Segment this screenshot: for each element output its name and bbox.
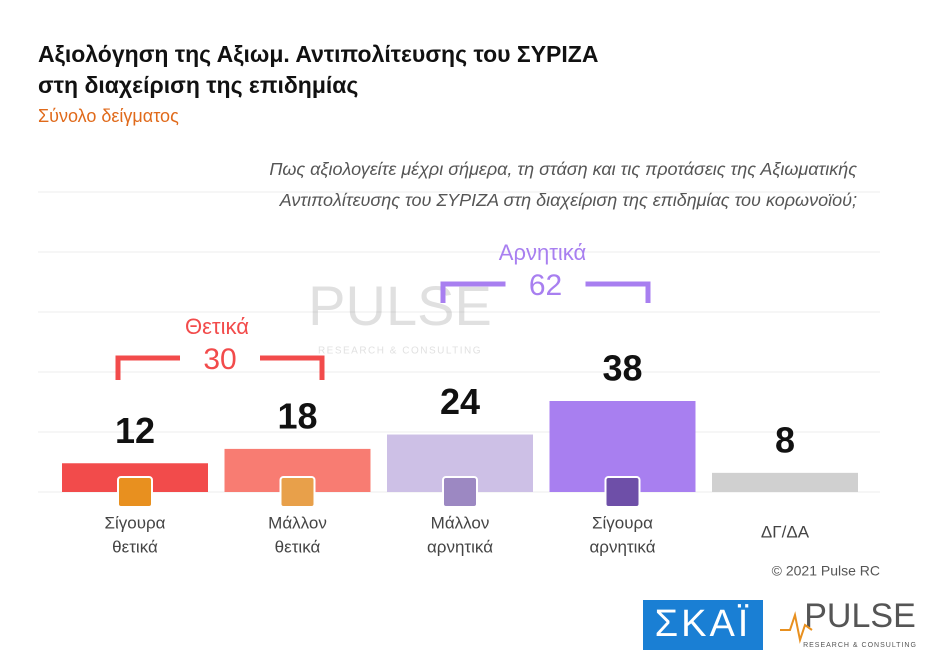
watermark-sub: RESEARCH & CONSULTING	[318, 346, 482, 357]
question: Πως αξιολογείτε μέχρι σήμερα, τη στάση κ…	[269, 159, 857, 179]
x-tick-label: θετικά	[112, 537, 158, 556]
value-label: 8	[775, 419, 795, 460]
x-tick-label: αρνητικά	[427, 537, 493, 556]
group-label: Αρνητικά	[499, 240, 587, 265]
value-label: 12	[115, 410, 155, 451]
bracket	[585, 281, 651, 303]
copyright: © 2021 Pulse RC	[772, 563, 880, 579]
question: Αντιπολίτευσης του ΣΥΡΙΖΑ στη διαχείριση…	[279, 190, 857, 210]
x-tick-label: Μάλλον	[431, 513, 490, 532]
bracket	[260, 355, 325, 380]
x-tick-label: Σίγουρα	[104, 513, 165, 532]
pulse-logo-wave	[780, 611, 813, 644]
icon	[442, 476, 478, 508]
value-label: 18	[277, 395, 317, 436]
x-tick-label: ΔΓ/ΔΑ	[761, 522, 810, 541]
x-tick-label: Μάλλον	[268, 513, 327, 532]
value-label: 24	[440, 381, 480, 422]
chart-title: Αξιολόγηση της Αξιωμ. Αντιπολίτευσης του…	[38, 41, 598, 67]
group-total: 62	[529, 269, 562, 302]
subtitle: Σύνολο δείγματος	[38, 106, 179, 126]
icon	[279, 476, 316, 508]
chart-title: στη διαχείριση της επιδημίας	[38, 72, 358, 98]
bracket	[440, 281, 506, 303]
skai-logo	[643, 600, 763, 650]
bar	[712, 472, 858, 492]
skai-logo-text: ΣΚΑΪ	[655, 603, 752, 645]
pulse-logo-sub: RESEARCH & CONSULTING	[803, 642, 917, 649]
x-tick-label: Σίγουρα	[592, 513, 653, 532]
x-tick-label: θετικά	[275, 537, 321, 556]
pulse-logo-text: PULSE	[804, 597, 916, 635]
group-label: Θετικά	[185, 314, 249, 339]
icon	[117, 476, 153, 508]
icon	[604, 476, 641, 508]
value-label: 38	[602, 348, 642, 389]
bracket	[115, 355, 180, 380]
group-total: 30	[203, 343, 236, 376]
x-tick-label: αρνητικά	[589, 537, 655, 556]
